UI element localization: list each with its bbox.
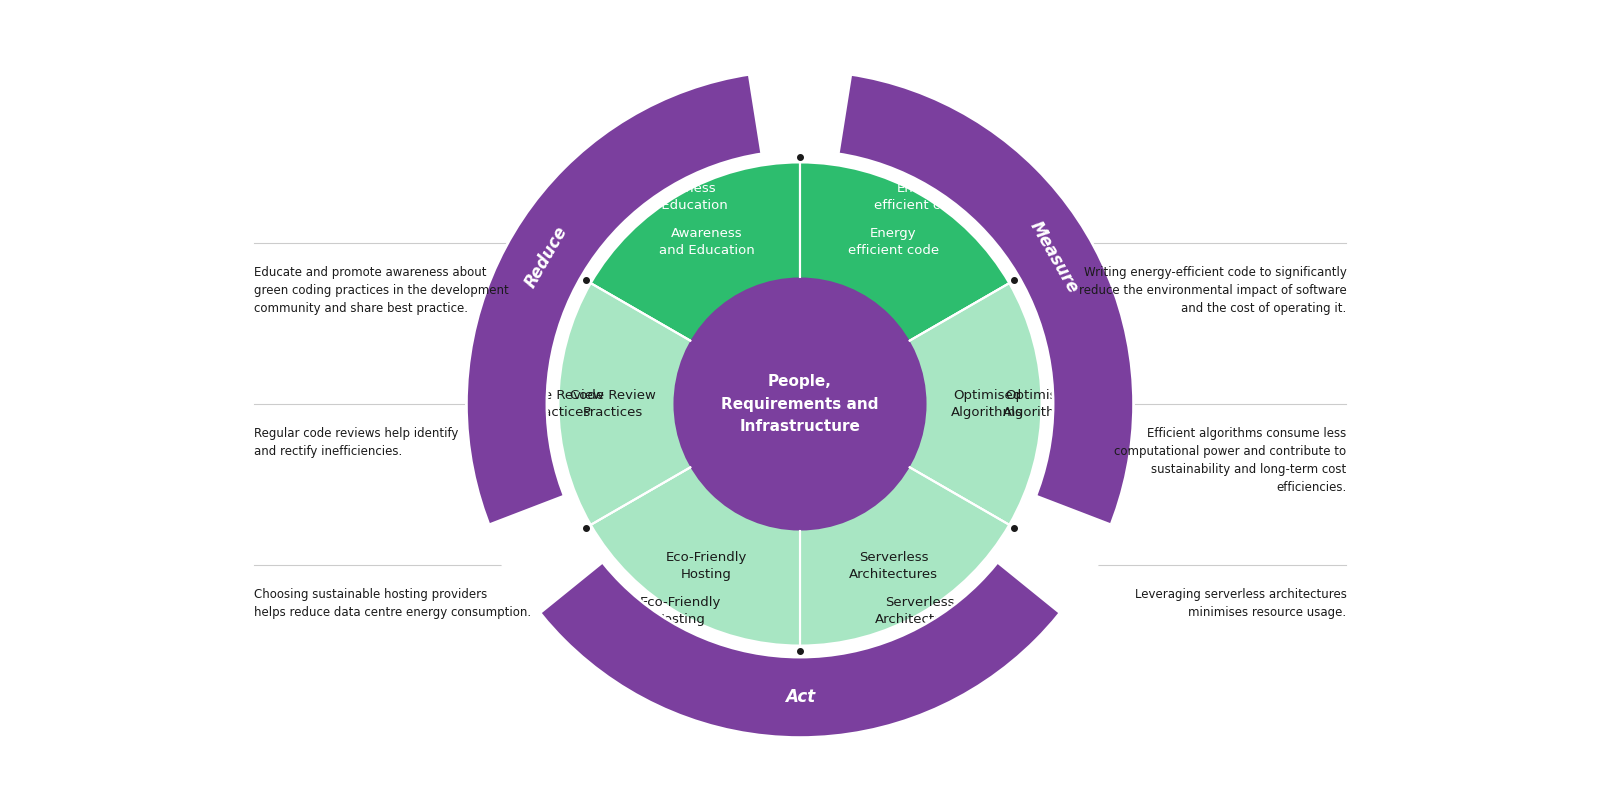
Wedge shape [800, 162, 1010, 404]
Text: Eco-Friendly
Hosting: Eco-Friendly Hosting [640, 596, 722, 626]
Text: Educate and promote awareness about
green coding practices in the development
co: Educate and promote awareness about gree… [253, 266, 509, 315]
Wedge shape [747, 65, 853, 160]
Wedge shape [590, 404, 800, 646]
Polygon shape [531, 551, 594, 596]
Text: Reduce: Reduce [522, 223, 571, 291]
Polygon shape [768, 74, 800, 147]
Text: Serverless
Architectures: Serverless Architectures [850, 551, 938, 581]
Text: Measure: Measure [1026, 218, 1082, 297]
Wedge shape [878, 86, 1133, 473]
Wedge shape [467, 70, 1133, 738]
Wedge shape [483, 493, 608, 617]
Text: People,
Requirements and
Infrastructure: People, Requirements and Infrastructure [722, 374, 878, 434]
Wedge shape [558, 284, 800, 524]
Text: Act: Act [786, 688, 814, 706]
Wedge shape [992, 493, 1117, 617]
Wedge shape [800, 162, 1010, 404]
Wedge shape [590, 404, 800, 646]
Text: Awareness
and Education: Awareness and Education [632, 182, 728, 212]
Text: Code Review
Practices: Code Review Practices [570, 389, 656, 419]
Text: Writing energy-efficient code to significantly
reduce the environmental impact o: Writing energy-efficient code to signifi… [1078, 266, 1347, 315]
Text: Optimised
Algorithms: Optimised Algorithms [1003, 389, 1075, 419]
Wedge shape [800, 404, 1010, 646]
Text: Eco-Friendly
Hosting: Eco-Friendly Hosting [666, 551, 747, 581]
Wedge shape [590, 162, 800, 404]
Wedge shape [467, 86, 722, 473]
Wedge shape [800, 284, 1042, 524]
Text: Optimised
Algorithms: Optimised Algorithms [950, 389, 1022, 419]
Wedge shape [467, 70, 1133, 738]
Text: Regular code reviews help identify
and rectify inefficiencies.: Regular code reviews help identify and r… [253, 427, 458, 458]
Circle shape [674, 277, 926, 531]
Wedge shape [558, 284, 800, 524]
Polygon shape [1038, 505, 1101, 551]
Text: Energy
efficient code: Energy efficient code [848, 227, 939, 257]
Text: Awareness
and Education: Awareness and Education [659, 227, 755, 257]
Wedge shape [576, 592, 1024, 738]
Circle shape [674, 277, 926, 531]
Text: Choosing sustainable hosting providers
helps reduce data centre energy consumpti: Choosing sustainable hosting providers h… [253, 588, 531, 619]
Text: People,
Requirements and
Infrastructure: People, Requirements and Infrastructure [722, 374, 878, 434]
Wedge shape [800, 404, 1010, 646]
Text: Leveraging serverless architectures
minimises resource usage.: Leveraging serverless architectures mini… [1134, 588, 1347, 619]
Text: Code Review
Practices: Code Review Practices [518, 389, 603, 419]
Text: Energy
efficient code: Energy efficient code [874, 182, 965, 212]
Wedge shape [800, 284, 1042, 524]
Text: Efficient algorithms consume less
computational power and contribute to
sustaina: Efficient algorithms consume less comput… [1114, 427, 1347, 494]
Wedge shape [590, 162, 800, 404]
Text: Serverless
Architectures: Serverless Architectures [875, 596, 965, 626]
